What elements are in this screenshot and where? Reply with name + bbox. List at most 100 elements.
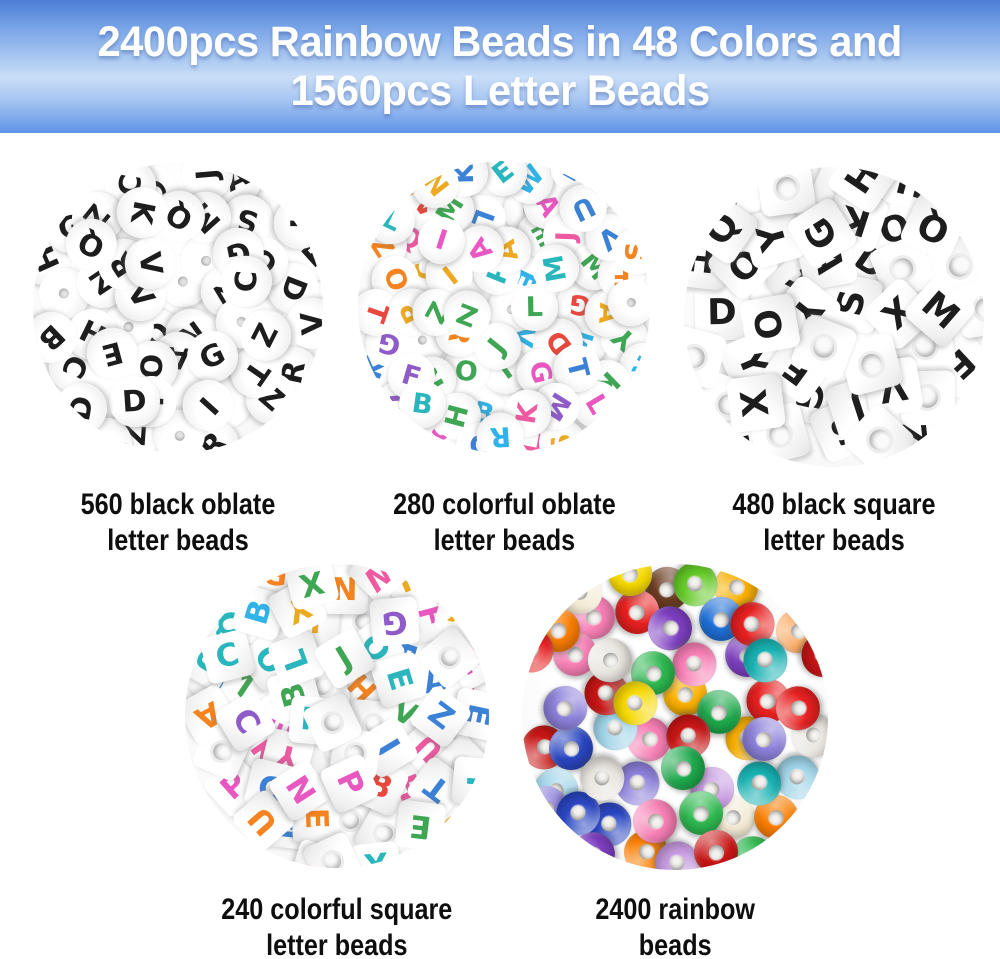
bead-hole bbox=[619, 564, 641, 585]
bead-letter: K bbox=[124, 198, 162, 228]
bead-letter: T bbox=[418, 767, 457, 810]
bead-hole bbox=[756, 652, 773, 669]
bead-letter: V bbox=[132, 249, 170, 277]
banner-title-line1: 2400pcs Rainbow Beads in 48 Colors and bbox=[97, 17, 903, 66]
bead-letter: J bbox=[482, 332, 513, 360]
bead-letter: B bbox=[33, 317, 72, 358]
bead-letter: V bbox=[293, 310, 323, 336]
bead-letter: J bbox=[550, 230, 582, 242]
bead-letter: S bbox=[545, 430, 579, 453]
bead-letter: E bbox=[559, 161, 591, 187]
bead-hole bbox=[625, 693, 646, 714]
product-black-square-letter-beads: IHHQYGKQQHQAADDOYSXMYFEXGJVPSZ 480 black… bbox=[684, 167, 984, 557]
bead: O bbox=[739, 292, 802, 355]
caption-line-1: 560 black oblate bbox=[80, 488, 276, 521]
bead-letter: G bbox=[522, 357, 558, 387]
bead-letter: Z bbox=[244, 318, 285, 353]
caption-line-2: letter beads bbox=[266, 929, 408, 959]
bead-hole bbox=[639, 729, 659, 749]
bead-hole bbox=[624, 295, 638, 309]
bead-letter: Y bbox=[446, 590, 478, 632]
caption-line-2: beads bbox=[638, 929, 712, 959]
bead-hole bbox=[316, 707, 348, 739]
bead-hole bbox=[537, 799, 555, 817]
photo-colorful-oblate-letter-beads: GNKEWEQLVMLAUZQIAAEJVSOCIHEMMFTPZZLGAGRJ… bbox=[358, 161, 650, 453]
bead-letter: I bbox=[432, 224, 452, 257]
bead-hole bbox=[627, 774, 647, 793]
bead-letter: O bbox=[747, 305, 793, 343]
bead-letter: D bbox=[61, 393, 100, 424]
bead-hole bbox=[679, 727, 698, 746]
bead-letter: C bbox=[224, 702, 268, 741]
bead-hole bbox=[416, 333, 429, 347]
bead-letter: X bbox=[733, 386, 778, 419]
bead: T bbox=[273, 198, 323, 250]
caption-line-1: 480 black square bbox=[732, 488, 936, 521]
bead-letter: T bbox=[559, 355, 595, 381]
bead-hole bbox=[675, 683, 696, 705]
bead-letter: C bbox=[227, 268, 264, 293]
bead-hole bbox=[754, 729, 775, 749]
bead-hole bbox=[686, 575, 704, 593]
caption-line-2: letter beads bbox=[107, 524, 249, 557]
bead-hole bbox=[600, 815, 618, 833]
bead-hole bbox=[759, 692, 776, 709]
bead-hole bbox=[742, 847, 765, 870]
bead-letter: G bbox=[379, 602, 409, 641]
product-colorful-square-letter-beads: GXNWUQBYIGFYUCOLJQFMCVBHEAIACENVZEKYJUPD… bbox=[185, 564, 489, 959]
bead-hole bbox=[173, 429, 185, 442]
bead-hole bbox=[199, 254, 213, 267]
bead-hole bbox=[550, 622, 566, 638]
caption-black-oblate-letter-beads: 560 black oblate letter beads bbox=[7, 487, 348, 559]
caption-line-1: 2400 rainbow bbox=[595, 893, 755, 926]
caption-line-1: 240 colorful square bbox=[221, 893, 453, 926]
bead-hole bbox=[643, 663, 664, 684]
bead: E bbox=[394, 799, 448, 853]
bead-hole bbox=[859, 420, 898, 459]
bead-hole bbox=[722, 806, 744, 828]
bead-hole bbox=[748, 772, 770, 794]
bead-hole bbox=[854, 347, 888, 381]
bead-hole bbox=[569, 804, 587, 822]
bead-hole bbox=[708, 701, 731, 723]
bead-hole bbox=[804, 726, 823, 745]
bead-hole bbox=[710, 608, 732, 630]
bead-letter: B bbox=[410, 387, 436, 421]
bead-hole bbox=[644, 810, 666, 832]
banner-title-line2: 1560pcs Letter Beads bbox=[290, 66, 710, 115]
bead-hole bbox=[660, 618, 680, 638]
bead-hole bbox=[741, 613, 763, 635]
caption-rainbow-beads: 2400 rainbow beads bbox=[495, 892, 855, 959]
bead-hole bbox=[99, 435, 114, 451]
bead-letter: E bbox=[378, 664, 420, 695]
title-banner: 2400pcs Rainbow Beads in 48 Colors and 1… bbox=[0, 0, 1000, 133]
bead-hole bbox=[432, 641, 466, 675]
bead-letter: O bbox=[453, 352, 479, 386]
bead-hole bbox=[627, 602, 647, 622]
bead: X bbox=[725, 372, 786, 433]
product-black-oblate-letter-beads: CCJAGZKQMSTHQRVGOBZVZCDBHQNZVCEOAGTRDDJI… bbox=[33, 163, 323, 557]
bead-letter: I bbox=[458, 774, 489, 789]
caption-colorful-square-letter-beads: 240 colorful square letter beads bbox=[158, 892, 515, 959]
bead-hole bbox=[787, 620, 809, 642]
bead-letter: S bbox=[620, 241, 650, 262]
bead-hole bbox=[668, 854, 686, 870]
product-rainbow-beads: 2400 rainbow beads bbox=[522, 564, 828, 959]
bead-letter: Z bbox=[452, 296, 483, 333]
bead-letter: A bbox=[461, 231, 500, 267]
caption-colorful-oblate-letter-beads: 280 colorful oblate letter beads bbox=[332, 487, 675, 559]
caption-black-square-letter-beads: 480 black square letter beads bbox=[658, 487, 1000, 559]
bead-hole bbox=[765, 806, 787, 828]
bead-letter: Z bbox=[420, 694, 461, 737]
bead-hole bbox=[806, 330, 842, 366]
bead-letter: J bbox=[330, 640, 359, 677]
bead-letter: U bbox=[566, 190, 600, 228]
bead-letter: Q bbox=[72, 224, 110, 266]
photo-rainbow-beads bbox=[522, 564, 828, 870]
bead-hole bbox=[582, 843, 604, 865]
caption-line-2: letter beads bbox=[433, 524, 575, 557]
bead-hole bbox=[690, 803, 712, 824]
caption-line-1: 280 colorful oblate bbox=[392, 488, 616, 521]
bead-letter: G bbox=[796, 209, 847, 257]
